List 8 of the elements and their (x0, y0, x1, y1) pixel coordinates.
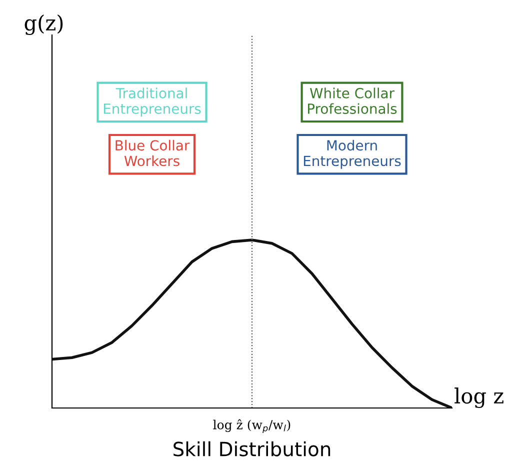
text: White Collar Professionals (308, 88, 397, 114)
text: g(z) (24, 14, 63, 35)
text: Traditional Entrepreneurs (104, 88, 201, 117)
text: log z (454, 388, 504, 408)
text: Modern Entrepreneurs (304, 140, 401, 169)
x-axis-title: Skill Distribution (174, 441, 330, 456)
text: log ẑ (w$_{p}$/w$_{l}$) (213, 419, 290, 434)
text: Blue Collar Workers (116, 140, 190, 166)
